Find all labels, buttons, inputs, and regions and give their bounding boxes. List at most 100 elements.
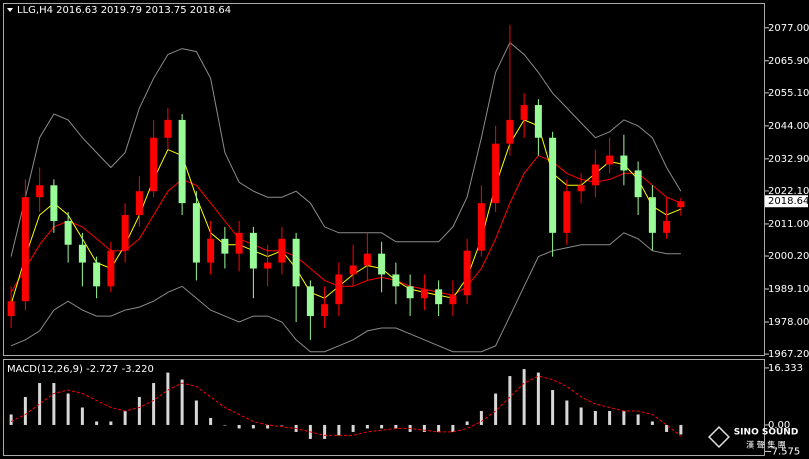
macd-bar (636, 414, 640, 425)
y-tick-label: 0.00 (768, 420, 790, 431)
candle-body (50, 185, 58, 221)
y-tick-label: 2065.90 (768, 56, 809, 67)
macd-bar (23, 397, 27, 425)
macd-bar (565, 400, 569, 425)
candle-body (563, 191, 571, 233)
last-low: 2013.75 (145, 5, 186, 16)
macd-bar (337, 424, 341, 436)
candle-body (392, 274, 400, 287)
candle-body (577, 185, 585, 192)
y-tick-label: 2000.20 (768, 251, 809, 262)
macd-bar (166, 372, 170, 425)
macd-bar (80, 407, 84, 425)
candle-body (249, 232, 257, 269)
candle-body (36, 185, 44, 198)
candle-body (549, 137, 557, 233)
macd-bar (95, 421, 99, 425)
macd-bar (38, 383, 42, 425)
candle-body (677, 201, 685, 208)
candle-body (435, 289, 443, 305)
macd-bar (123, 410, 127, 425)
price-tag-label: 2018.64 (768, 196, 809, 207)
candle-body (663, 220, 671, 233)
candle-body (278, 238, 286, 263)
brand-subtitle: 漢 聲 集 團 (746, 440, 786, 450)
symbol: LLG,H4 (17, 5, 53, 16)
candle-body (93, 262, 101, 287)
y-tick-label: 2077.00 (768, 23, 809, 34)
candle-body (306, 286, 314, 317)
y-tick-label: 1978.00 (768, 317, 809, 328)
signal-line (10, 375, 682, 437)
y-tick-label: -7.575 (768, 446, 800, 457)
macd-panel-frame (3, 359, 765, 456)
candle-body (520, 105, 528, 120)
macd-bar (536, 372, 540, 425)
menu-arrow[interactable] (7, 8, 13, 12)
candle-body (406, 286, 414, 299)
candle-body (7, 301, 15, 317)
macd-bar (679, 424, 683, 435)
candle-body (335, 274, 343, 305)
signal-last: -3.220 (122, 364, 154, 375)
candle-body (78, 244, 86, 263)
macd-bar (266, 424, 270, 429)
macd-bar (665, 424, 669, 432)
last-high: 2019.79 (101, 5, 142, 16)
y-tick-label: 1989.10 (768, 284, 809, 295)
candle-body (21, 197, 29, 302)
indicator-line (10, 41, 682, 257)
macd-bar (394, 424, 398, 429)
candle-body (420, 289, 428, 299)
candle-body (463, 250, 471, 296)
macd-bar (365, 424, 369, 429)
candle-body (534, 105, 542, 138)
candle-body (349, 265, 357, 275)
candle-body (150, 137, 158, 192)
macd-bar (479, 410, 483, 425)
y-tick-label: 16.333 (768, 363, 803, 374)
candle-body (121, 215, 129, 251)
y-tick-label: 2011.00 (768, 219, 809, 230)
candle-body (506, 119, 514, 144)
candle-body (178, 119, 186, 204)
candle-body (107, 250, 115, 287)
macd-bar (180, 379, 184, 425)
macd-bar (522, 369, 526, 425)
candle-body (634, 170, 642, 198)
indicator-line (10, 232, 681, 353)
macd-bar (422, 424, 426, 432)
macd-bar (209, 417, 213, 425)
y-tick-label: 2032.90 (768, 154, 809, 165)
candle-body (492, 143, 500, 204)
candle-body (207, 238, 215, 263)
y-tick-label: 2044.00 (768, 121, 809, 132)
last-close: 2018.64 (190, 5, 231, 16)
candle-body (64, 220, 72, 245)
candle-body (235, 232, 243, 254)
macd-bar (251, 424, 255, 429)
macd-bar (66, 393, 70, 425)
macd-bar (508, 376, 512, 425)
candle-body (378, 253, 386, 275)
watermark: SINO SOUND 漢 聲 集 團 (708, 426, 798, 450)
macd-bar (152, 383, 156, 425)
candle-body (591, 164, 599, 186)
candle-body (135, 191, 143, 216)
macd-last: -2.727 (86, 364, 118, 375)
macd-bar (380, 424, 384, 429)
candle-body (648, 197, 656, 233)
candle-body (292, 238, 300, 287)
logo (708, 426, 730, 448)
macd-bar (109, 421, 113, 425)
macd-bar (622, 410, 626, 425)
macd-bar (551, 390, 555, 425)
price-tag (765, 195, 808, 208)
candle-body (449, 295, 457, 305)
price-panel-frame (3, 3, 765, 356)
macd-bar (9, 414, 13, 425)
macd-title: MACD(12,26,9) (7, 364, 83, 375)
macd-bar (280, 424, 284, 426)
